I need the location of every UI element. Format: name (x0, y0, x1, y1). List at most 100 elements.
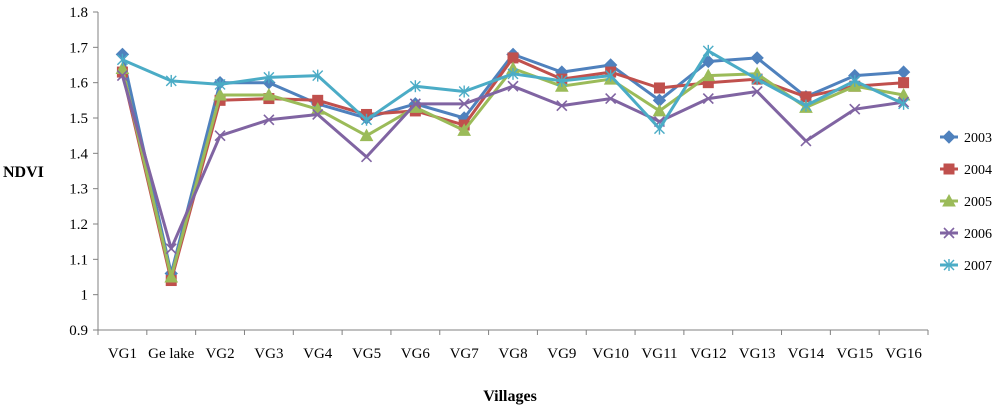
legend-label: 2004 (964, 163, 992, 178)
data-point-2007-vg10 (605, 69, 617, 82)
series-2007 (116, 44, 910, 135)
data-point-2007-vg1 (116, 53, 128, 66)
data-point-2006-vg15 (849, 103, 861, 115)
data-point-2007-vg2 (214, 78, 226, 91)
x-tick-label: VG4 (303, 346, 333, 362)
y-tick-label: 1.8 (69, 5, 88, 21)
y-axis-title: NDVI (3, 164, 44, 181)
series-2004 (116, 52, 910, 287)
series-2006 (116, 70, 910, 255)
data-point-2007-vg9 (556, 74, 568, 87)
data-point-2004-vg16 (898, 77, 910, 89)
data-point-2005-vg3 (262, 87, 276, 101)
data-point-2007-vg14 (800, 99, 812, 112)
data-point-2006-vg9 (556, 100, 568, 112)
data-point-2006-vg14 (800, 135, 812, 147)
y-tick-label: 1.6 (69, 76, 88, 92)
y-tick-label: 1 (81, 288, 89, 304)
data-point-2007-vg6 (409, 80, 421, 93)
x-tick-label: VG1 (108, 346, 137, 362)
data-point-2007-vg5 (361, 113, 373, 126)
legend-marker-2003 (942, 130, 956, 144)
x-tick-label: VG14 (788, 346, 825, 362)
data-point-2006-vg13 (751, 85, 763, 98)
data-point-2007-vg8 (507, 67, 519, 80)
data-point-2006-vg3 (263, 114, 275, 126)
y-tick-label: 1.3 (69, 182, 88, 198)
x-tick-label: VG9 (547, 346, 576, 362)
data-point-2005-vg11 (652, 103, 667, 117)
data-point-2007-vg12 (702, 44, 714, 57)
x-axis: VG1 Ge lake VG2 VG3 VG4 VG5 VG6 VG7 VG8 VG9 VG10 VG… (97, 329, 929, 362)
x-tick-label: VG6 (401, 346, 431, 362)
x-tick-label: VG16 (885, 346, 922, 362)
data-point-2005-vg2 (213, 87, 227, 101)
series-lines (115, 44, 911, 287)
legend-item-2005: 2005 (940, 193, 992, 210)
data-point-2006-vg4 (312, 108, 324, 121)
legend-marker-2005 (942, 193, 956, 207)
data-point-2007-vg16 (898, 97, 910, 110)
legend-item-2003: 2003 (940, 130, 992, 146)
data-point-2004-vg8 (507, 52, 519, 64)
legend-item-2004: 2004 (940, 163, 992, 178)
data-point-2006-vg7 (458, 98, 470, 110)
y-tick-label: 1.5 (69, 111, 88, 127)
data-point-2006-vg12 (702, 93, 714, 105)
data-point-2006-vg5 (360, 151, 373, 163)
y-tick-label: 1.7 (69, 40, 88, 56)
x-tick-label: VG2 (205, 346, 234, 362)
data-point-2006-vg1 (116, 70, 128, 82)
y-axis: 0.9 1 1.1 1.2 1.3 1.4 1.5 1.6 1.7 1.8 (69, 5, 99, 339)
x-tick-label: Ge lake (148, 346, 195, 362)
series-line-2006 (120, 75, 904, 251)
data-point-2005-vg7 (457, 123, 472, 136)
x-tick-label: VG3 (254, 346, 283, 362)
x-tick-label: VG5 (352, 346, 381, 362)
data-point-2005-vg1 (115, 61, 130, 75)
x-tick-label: VG15 (836, 346, 873, 362)
legend-label: 2005 (964, 195, 992, 210)
data-point-2003-vg16 (896, 65, 911, 79)
data-point-2006-vg2 (214, 130, 226, 142)
y-tick-label: 1.1 (69, 252, 88, 268)
y-tick-label: 1.4 (69, 146, 88, 162)
data-point-2007-vg15 (849, 74, 861, 87)
x-tick-label: VG7 (450, 346, 480, 362)
data-point-2007-vg13 (751, 73, 763, 86)
x-tick-label: VG8 (498, 346, 527, 362)
data-point-2006-vg8 (507, 80, 519, 92)
x-tick-label: VG12 (690, 346, 727, 362)
x-tick-label: VG10 (592, 346, 629, 362)
data-point-2006-vg6 (409, 98, 421, 110)
x-tick-label: VG13 (739, 346, 776, 362)
data-point-2005-vg12 (701, 68, 716, 82)
y-tick-label: 1.2 (69, 217, 88, 233)
legend-marker-2006 (943, 227, 955, 239)
legend: 2003 2004 2005 2006 2007 (940, 130, 992, 274)
data-point-2007-vg7 (458, 85, 470, 98)
data-point-2006-ge-lake (165, 243, 177, 255)
data-point-2003-vg13 (750, 51, 764, 65)
data-point-2005-ge-lake (164, 269, 179, 283)
data-point-2007-vg4 (312, 69, 324, 82)
data-point-2007-vg11 (653, 122, 665, 135)
legend-label: 2006 (964, 227, 992, 242)
legend-marker-2007 (943, 259, 955, 271)
x-axis-title: Villages (483, 388, 537, 405)
legend-item-2007: 2007 (940, 259, 992, 274)
y-tick-label: 0.9 (69, 323, 88, 339)
legend-label: 2007 (964, 259, 992, 274)
x-tick-label: VG11 (641, 346, 677, 362)
legend-marker-2004 (943, 163, 955, 175)
data-point-2006-vg10 (605, 93, 617, 105)
data-point-2007-ge-lake (165, 74, 177, 87)
legend-label: 2003 (964, 131, 992, 146)
data-point-2007-vg3 (263, 71, 275, 84)
data-point-2004-vg11 (653, 82, 665, 94)
series-line-2004 (120, 56, 904, 282)
legend-item-2006: 2006 (940, 227, 992, 242)
data-point-2005-vg5 (359, 128, 374, 142)
series-2005 (115, 61, 911, 283)
